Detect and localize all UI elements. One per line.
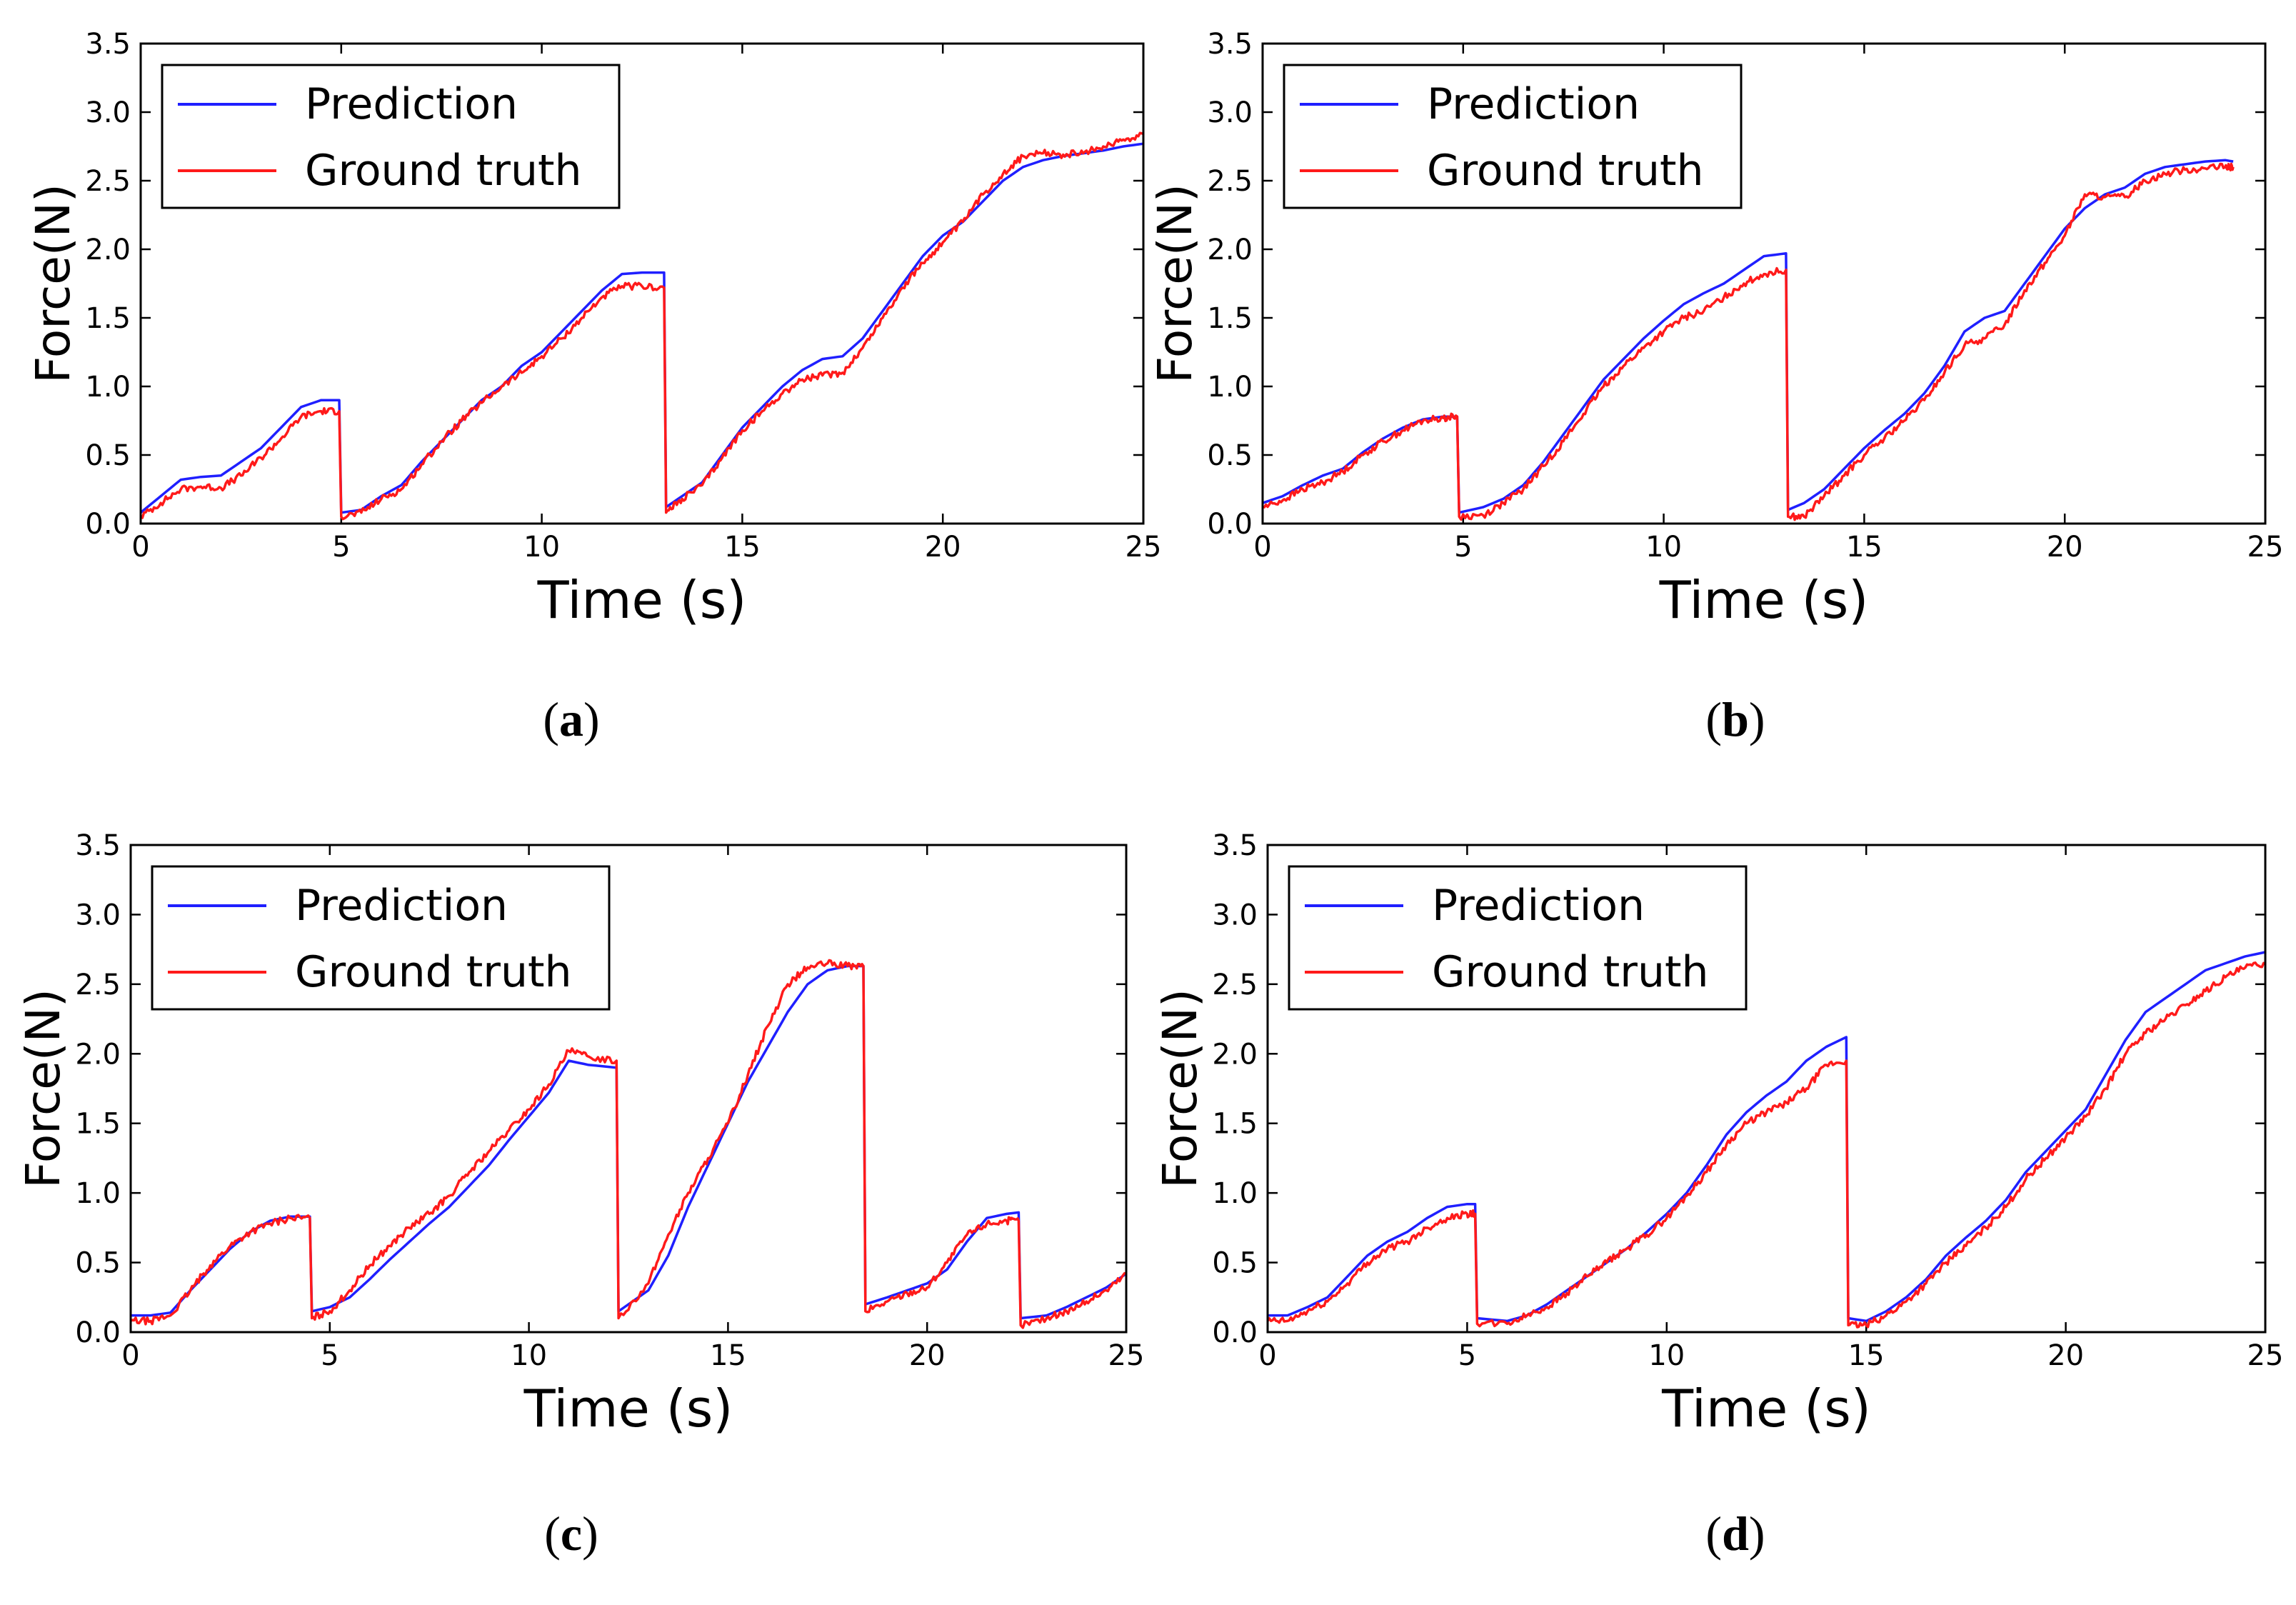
y-tick-label: 1.0 <box>1207 371 1253 404</box>
y-tick-label: 0.5 <box>1212 1247 1258 1280</box>
plot-frame <box>1266 844 2267 1334</box>
panel-b: 0.0 0.5 1.0 1.5 2.0 2.5 3.0 3.5 0 5 10 15 20 25 Predic… <box>1148 28 2283 746</box>
y-tick-label: 2.5 <box>1212 969 1258 1001</box>
legend-box <box>151 865 611 1011</box>
x-tick-label: 20 <box>909 1339 946 1372</box>
series-line-ground-truth <box>130 959 1127 1329</box>
x-tick-label: 0 <box>1253 531 1271 564</box>
x-tick-label: 0 <box>131 531 149 564</box>
x-tick-label: 5 <box>1458 1339 1476 1372</box>
x-tick-label: 5 <box>332 531 350 564</box>
x-tick-label: 25 <box>2247 531 2284 564</box>
y-tick-label: 0.0 <box>1207 508 1253 541</box>
x-tick-label: 5 <box>321 1339 339 1372</box>
panel-caption: (a) <box>543 692 599 746</box>
panel-caption: (d) <box>1705 1506 1765 1561</box>
x-tick-label: 10 <box>1645 531 1682 564</box>
panel-d: 0.0 0.5 1.0 1.5 2.0 2.5 3.0 3.5 0 5 10 15 20 25 Predic… <box>1153 829 2283 1561</box>
plot-frame <box>129 844 1128 1334</box>
series-line-ground-truth <box>1262 162 2235 521</box>
x-tick-label: 10 <box>511 1339 547 1372</box>
y-tick-label: 1.5 <box>1207 302 1253 335</box>
x-tick-label: 15 <box>724 531 761 564</box>
y-tick-label: 1.5 <box>85 302 131 335</box>
y-tick-label: 3.0 <box>1207 96 1253 129</box>
panel-c: 0.0 0.5 1.0 1.5 2.0 2.5 3.0 3.5 0 5 10 15 20 25 Predic… <box>16 829 1144 1561</box>
x-tick-label: 25 <box>1108 1339 1145 1372</box>
y-tick-label: 2.5 <box>75 969 121 1001</box>
y-tick-label: 2.0 <box>85 234 131 266</box>
y-tick-label: 0.0 <box>1212 1316 1258 1349</box>
y-tick-label: 3.5 <box>1212 829 1258 862</box>
legend-label-prediction: Prediction <box>295 881 508 931</box>
plot-frame <box>139 42 1145 525</box>
y-tick-label: 3.5 <box>75 829 121 862</box>
y-tick-label: 2.5 <box>85 165 131 198</box>
y-tick-label: 2.0 <box>1212 1038 1258 1071</box>
x-tick-label: 15 <box>1846 531 1883 564</box>
y-tick-label: 3.0 <box>1212 899 1258 931</box>
x-axis-label: Time (s) <box>537 570 747 630</box>
y-axis-label: Force(N) <box>16 989 71 1188</box>
legend-label-ground-truth: Ground truth <box>305 146 582 196</box>
y-axis-label: Force(N) <box>26 184 81 383</box>
y-axis-label: Force(N) <box>1153 989 1208 1188</box>
x-tick-label: 25 <box>1126 531 1162 564</box>
panel-caption: (b) <box>1705 692 1765 746</box>
x-axis-label: Time (s) <box>1659 570 1869 630</box>
x-tick-label: 20 <box>2047 1339 2084 1372</box>
y-axis-label: Force(N) <box>1148 184 1203 383</box>
panel-caption: (c) <box>544 1506 598 1561</box>
series-line-ground-truth <box>140 131 1144 521</box>
y-tick-label: 1.0 <box>75 1177 121 1210</box>
legend-label-prediction: Prediction <box>305 79 518 129</box>
y-tick-label: 1.5 <box>75 1108 121 1141</box>
x-tick-label: 0 <box>121 1339 139 1372</box>
x-tick-label: 10 <box>1648 1339 1685 1372</box>
legend-label-prediction: Prediction <box>1427 79 1640 129</box>
x-axis-label: Time (s) <box>1661 1379 1871 1439</box>
x-tick-label: 15 <box>710 1339 746 1372</box>
series-line-prediction <box>1268 951 2266 1323</box>
panel-caption-letter: a <box>559 692 583 746</box>
legend-label-ground-truth: Ground truth <box>1432 947 1709 997</box>
legend-box <box>161 64 621 209</box>
x-tick-label: 0 <box>1258 1339 1276 1372</box>
y-tick-label: 3.5 <box>1207 28 1253 61</box>
y-tick-label: 0.0 <box>75 1316 121 1349</box>
panel-caption-letter: d <box>1722 1506 1749 1561</box>
y-tick-label: 0.0 <box>85 508 131 541</box>
x-tick-label: 20 <box>925 531 961 564</box>
y-tick-label: 3.5 <box>85 28 131 61</box>
y-tick-label: 3.0 <box>75 899 121 931</box>
y-tick-label: 2.0 <box>1207 234 1253 266</box>
x-axis-label: Time (s) <box>523 1379 733 1439</box>
panel-caption-letter: b <box>1722 692 1749 746</box>
x-tick-label: 5 <box>1454 531 1472 564</box>
legend-label-ground-truth: Ground truth <box>295 947 572 997</box>
plot-frame <box>1261 42 2267 525</box>
y-tick-label: 2.5 <box>1207 165 1253 198</box>
y-tick-label: 1.0 <box>85 371 131 404</box>
legend-box <box>1288 865 1748 1011</box>
x-tick-label: 15 <box>1848 1339 1885 1372</box>
legend-label-prediction: Prediction <box>1432 881 1645 931</box>
series-line-ground-truth <box>1266 961 2266 1329</box>
y-tick-label: 1.5 <box>1212 1108 1258 1141</box>
x-tick-label: 20 <box>2047 531 2083 564</box>
y-tick-label: 1.0 <box>1212 1177 1258 1210</box>
y-tick-label: 3.0 <box>85 96 131 129</box>
x-tick-label: 10 <box>523 531 560 564</box>
legend-box <box>1283 64 1743 209</box>
legend-label-ground-truth: Ground truth <box>1427 146 1704 196</box>
x-tick-label: 25 <box>2247 1339 2284 1372</box>
panel-caption-letter: c <box>561 1506 582 1561</box>
y-tick-label: 0.5 <box>85 439 131 472</box>
y-tick-label: 2.0 <box>75 1038 121 1071</box>
y-tick-label: 0.5 <box>75 1247 121 1280</box>
y-tick-label: 0.5 <box>1207 439 1253 472</box>
panel-a: 0.0 0.5 1.0 1.5 2.0 2.5 3.0 3.5 0 5 10 15 20 25 Predic… <box>26 28 1161 746</box>
